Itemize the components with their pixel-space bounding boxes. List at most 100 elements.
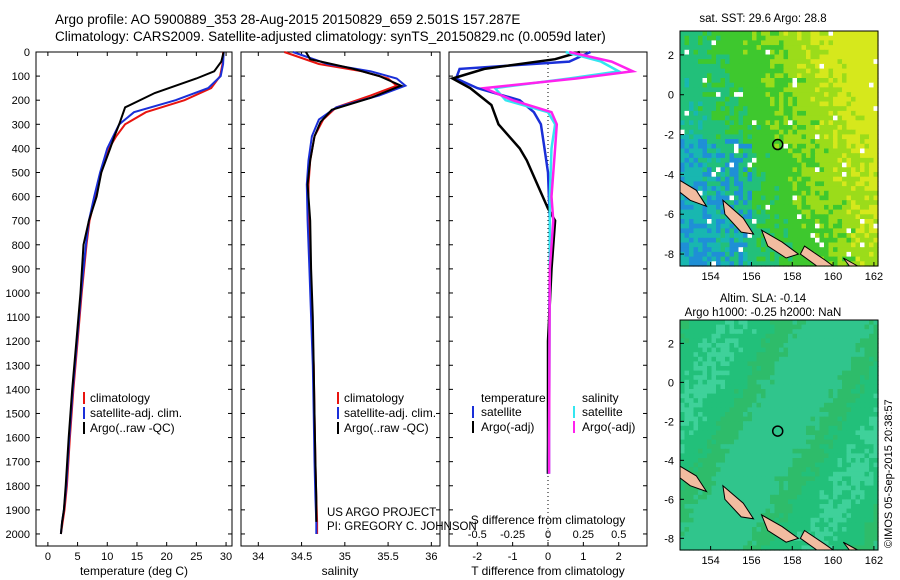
map-cell bbox=[707, 125, 713, 131]
map-cell bbox=[797, 416, 803, 422]
map-cell bbox=[779, 92, 785, 98]
map-cell bbox=[779, 87, 785, 93]
map-cell bbox=[815, 430, 821, 436]
map-cell bbox=[747, 416, 753, 422]
map-cell bbox=[702, 82, 708, 88]
map-cell bbox=[720, 172, 726, 178]
map-cell bbox=[792, 329, 798, 335]
map-cell bbox=[716, 333, 722, 339]
map-cell bbox=[720, 59, 726, 65]
map-cell bbox=[828, 379, 834, 385]
map-cell bbox=[815, 237, 821, 244]
map-cell bbox=[711, 379, 717, 385]
map-cell bbox=[756, 167, 762, 173]
legend-label: Argo(-adj) bbox=[481, 420, 534, 434]
map-cell bbox=[797, 320, 803, 326]
map-cell bbox=[693, 375, 699, 381]
map-cell bbox=[765, 87, 771, 93]
map-cell bbox=[788, 540, 794, 546]
map-cell bbox=[779, 407, 785, 413]
map-cell bbox=[716, 242, 722, 248]
map-cell bbox=[846, 333, 852, 339]
map-cell bbox=[810, 324, 816, 330]
map-cell bbox=[819, 379, 825, 385]
map-cell bbox=[747, 343, 753, 349]
map-cell bbox=[869, 68, 875, 74]
map-cell bbox=[729, 481, 735, 487]
map-cell bbox=[689, 134, 695, 140]
map-cell bbox=[797, 35, 803, 41]
map-cell bbox=[761, 247, 767, 253]
map-cell bbox=[833, 375, 839, 381]
map-cell bbox=[779, 35, 785, 41]
map-cell bbox=[779, 481, 785, 487]
map-cell bbox=[873, 134, 879, 140]
map-cell bbox=[743, 361, 749, 367]
map-cell bbox=[873, 153, 879, 159]
map-cell bbox=[747, 190, 753, 197]
map-cell bbox=[743, 540, 749, 546]
map-cell bbox=[752, 143, 758, 150]
map-cell bbox=[860, 190, 866, 197]
map-cell bbox=[756, 204, 762, 211]
map-cell bbox=[810, 444, 816, 450]
map-cell bbox=[716, 402, 722, 408]
map-cell bbox=[725, 176, 731, 182]
map-cell bbox=[765, 157, 771, 164]
map-cell bbox=[846, 40, 852, 46]
map-cell bbox=[810, 247, 816, 253]
map-cell bbox=[689, 49, 695, 56]
map-cell bbox=[743, 167, 749, 173]
map-cell bbox=[743, 421, 749, 427]
map-cell bbox=[729, 129, 735, 135]
map-cell bbox=[756, 214, 762, 220]
map-cell bbox=[702, 59, 708, 65]
map-cell bbox=[734, 435, 740, 441]
map-cell bbox=[788, 439, 794, 445]
map-cell bbox=[779, 176, 785, 182]
map-cell bbox=[716, 471, 722, 477]
map-cell bbox=[747, 375, 753, 381]
map-cell bbox=[869, 110, 875, 117]
map-cell bbox=[729, 333, 735, 339]
map-cell bbox=[711, 370, 717, 376]
map-cell bbox=[698, 517, 704, 523]
map-cell bbox=[842, 412, 848, 418]
map-cell bbox=[747, 45, 753, 51]
map-cell bbox=[873, 540, 879, 546]
map-cell bbox=[783, 329, 789, 335]
map-cell bbox=[684, 324, 690, 330]
map-cell bbox=[860, 476, 866, 482]
map-cell bbox=[756, 389, 762, 395]
map-cell bbox=[770, 45, 776, 51]
map-cell bbox=[743, 125, 749, 131]
map-cell bbox=[698, 120, 704, 126]
map-cell bbox=[788, 458, 794, 464]
map-cell bbox=[815, 490, 821, 496]
map-cell bbox=[810, 379, 816, 385]
map-cell bbox=[819, 490, 825, 496]
map-cell bbox=[833, 513, 839, 519]
map-cell bbox=[770, 531, 776, 537]
map-cell bbox=[765, 545, 771, 551]
legend-label: satellite bbox=[582, 405, 623, 419]
map-cell bbox=[819, 176, 825, 182]
map-cell bbox=[869, 366, 875, 372]
map-cell bbox=[734, 513, 740, 519]
map-cell bbox=[828, 125, 834, 131]
map-cell bbox=[774, 59, 780, 65]
legend-label: satellite-adj. clim. bbox=[90, 406, 182, 420]
map-cell bbox=[828, 481, 834, 487]
map-cell bbox=[770, 453, 776, 459]
map-cell bbox=[828, 87, 834, 93]
map-cell bbox=[707, 148, 713, 154]
map-cell bbox=[711, 172, 717, 178]
map-cell bbox=[684, 375, 690, 381]
map-cell bbox=[684, 531, 690, 537]
map-cell bbox=[716, 167, 722, 173]
map-cell bbox=[756, 347, 762, 353]
map-cell bbox=[788, 499, 794, 505]
map-cell bbox=[815, 176, 821, 182]
map-cell bbox=[774, 31, 780, 37]
map-cell bbox=[770, 416, 776, 422]
